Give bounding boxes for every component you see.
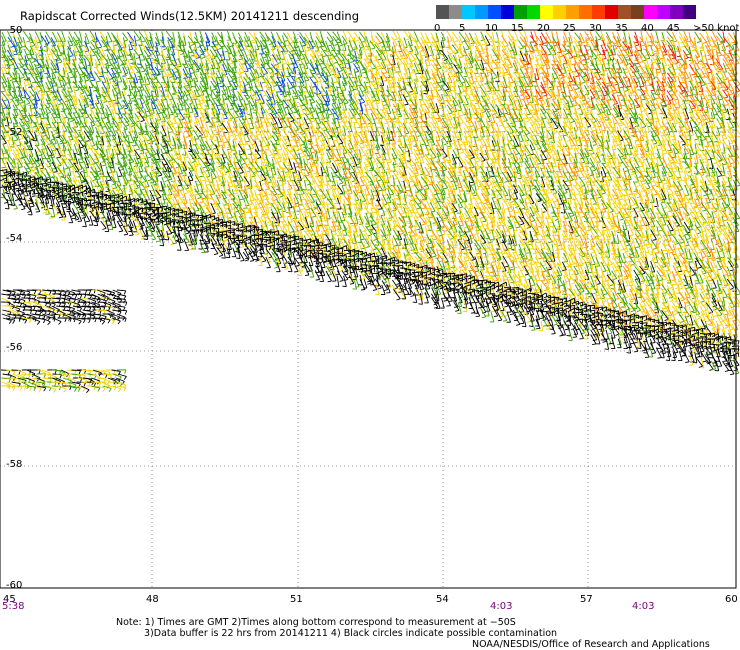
lon-label-48: 48 bbox=[146, 594, 159, 605]
legend-swatch bbox=[579, 5, 592, 19]
lon-label-60: 60 bbox=[725, 594, 738, 605]
lon-label-57: 57 bbox=[580, 594, 593, 605]
legend-swatch bbox=[605, 5, 618, 19]
lat-label-60: -60 bbox=[6, 580, 22, 591]
legend-label: 10 bbox=[485, 23, 498, 34]
legend-swatch bbox=[566, 5, 579, 19]
lon-label-54: 54 bbox=[436, 594, 449, 605]
footnote-line-1: Note: 1) Times are GMT 2)Times along bot… bbox=[116, 617, 516, 628]
legend-label: >50 knots bbox=[693, 23, 740, 34]
gridlines bbox=[0, 30, 736, 588]
legend-swatch bbox=[449, 5, 462, 19]
time-label-right: 4:03 bbox=[632, 601, 654, 612]
legend-label: 5 bbox=[459, 23, 465, 34]
legend-swatch bbox=[475, 5, 488, 19]
legend-swatch bbox=[501, 5, 514, 19]
legend-swatch bbox=[553, 5, 566, 19]
lat-label-54: -54 bbox=[6, 233, 22, 244]
legend-label: 35 bbox=[615, 23, 628, 34]
wind-barbs-layer bbox=[0, 30, 740, 394]
lat-label-52: -52 bbox=[6, 127, 22, 138]
legend-label: 30 bbox=[589, 23, 602, 34]
legend-swatch bbox=[540, 5, 553, 19]
lon-label-45: 45 bbox=[3, 594, 16, 605]
credit-line: NOAA/NESDIS/Office of Research and Appli… bbox=[472, 639, 710, 650]
time-label-left: 5:38 bbox=[2, 601, 24, 612]
time-label-middle: 4:03 bbox=[490, 601, 512, 612]
legend-swatch bbox=[670, 5, 683, 19]
legend-label: 40 bbox=[641, 23, 654, 34]
lat-label-58: -58 bbox=[6, 459, 22, 470]
legend-swatch bbox=[514, 5, 527, 19]
plot-frame bbox=[0, 29, 737, 589]
legend-swatch bbox=[488, 5, 501, 19]
legend-swatch bbox=[527, 5, 540, 19]
legend-label: 0 bbox=[434, 23, 440, 34]
lat-label-56: -56 bbox=[6, 342, 22, 353]
legend-swatch bbox=[618, 5, 631, 19]
legend-swatch bbox=[592, 5, 605, 19]
legend-label: 25 bbox=[563, 23, 576, 34]
legend-swatch bbox=[436, 5, 449, 19]
legend-swatch bbox=[631, 5, 644, 19]
footnote-line-2: 3)Data buffer is 22 hrs from 20141211 4)… bbox=[144, 628, 557, 639]
legend-swatch bbox=[657, 5, 670, 19]
legend-label: 20 bbox=[537, 23, 550, 34]
legend-swatch bbox=[644, 5, 657, 19]
lon-label-51: 51 bbox=[290, 594, 303, 605]
lat-label-50: -50 bbox=[6, 25, 22, 36]
legend-label: 45 bbox=[667, 23, 680, 34]
legend-swatch bbox=[462, 5, 475, 19]
legend-label: 15 bbox=[511, 23, 524, 34]
map-title: Rapidscat Corrected Winds(12.5KM) 201412… bbox=[20, 9, 359, 23]
legend-swatch bbox=[683, 5, 696, 19]
